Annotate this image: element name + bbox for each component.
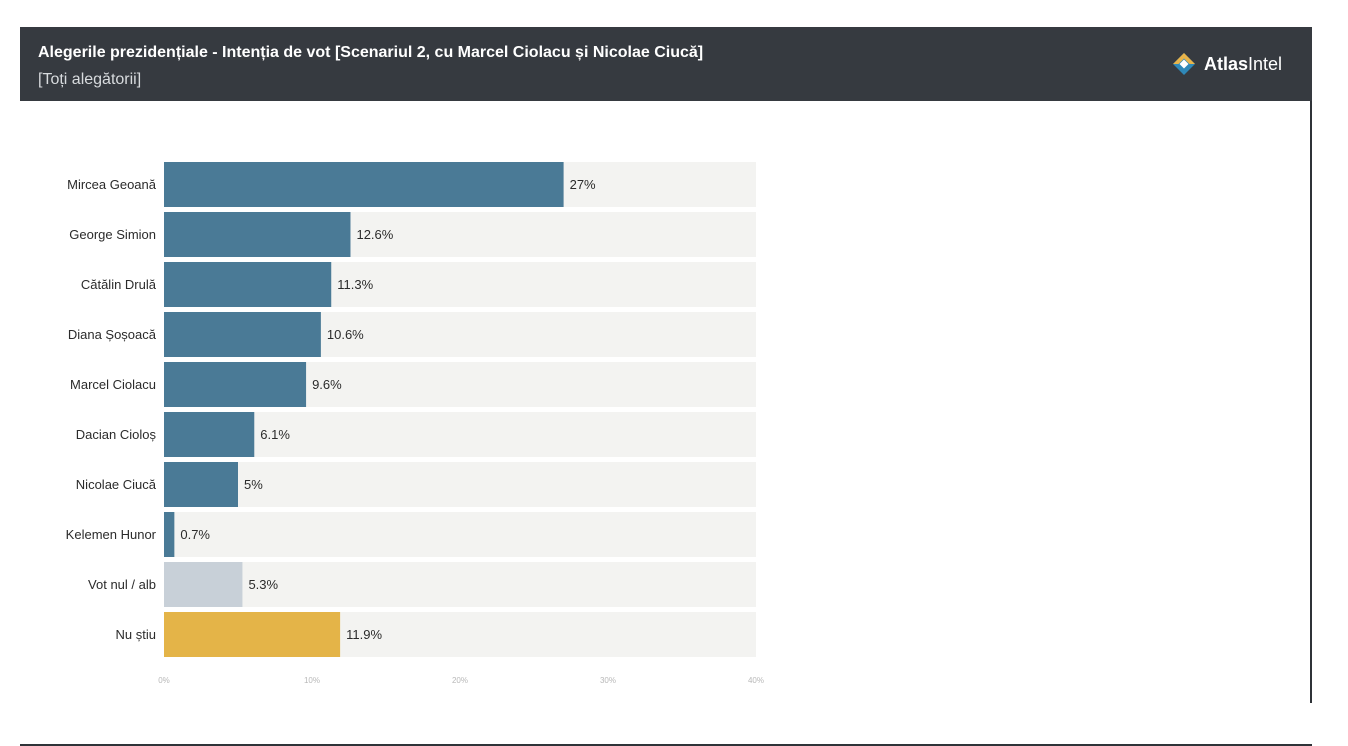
chart-title: Alegerile prezidențiale - Intenția de vo… (38, 44, 704, 61)
category-label: Nu știu (116, 627, 156, 642)
x-tick-label: 30% (600, 676, 616, 685)
data-label: 11.9% (346, 627, 382, 642)
x-tick-label: 10% (304, 676, 320, 685)
category-label: Diana Șoșoacă (68, 327, 157, 342)
bar (164, 362, 307, 407)
bar-track (164, 462, 756, 507)
data-label: 5.3% (248, 577, 278, 592)
bar (164, 512, 175, 557)
category-label: Vot nul / alb (88, 577, 156, 592)
atlasintel-logo-icon (1172, 53, 1195, 75)
bar (164, 612, 341, 657)
data-label: 10.6% (327, 327, 364, 342)
brand-logo: AtlasIntel (1172, 52, 1282, 76)
bar (164, 562, 243, 607)
brand-name-bold: Atlas (1203, 53, 1248, 74)
bar (164, 412, 255, 457)
x-tick-label: 20% (452, 676, 468, 685)
data-label: 9.6% (312, 377, 342, 392)
data-label: 6.1% (260, 427, 290, 442)
bar (164, 262, 332, 307)
data-label: 27% (570, 177, 596, 192)
x-tick-label: 40% (748, 676, 764, 685)
category-label: Dacian Cioloș (76, 427, 157, 442)
chart-subtitle: [Toți alegătorii] (38, 71, 142, 88)
category-label: George Simion (69, 227, 156, 242)
category-label: Cătălin Drulă (81, 277, 157, 292)
bar-track (164, 412, 756, 457)
bar (164, 212, 351, 257)
bar-track (164, 512, 756, 557)
data-label: 11.3% (337, 277, 373, 292)
bar-track (164, 562, 756, 607)
category-label: Nicolae Ciucă (76, 477, 157, 492)
chart-header: Alegerile prezidențiale - Intenția de vo… (20, 27, 1312, 101)
brand-name-regular: Intel (1247, 53, 1282, 74)
bottom-divider (20, 744, 1312, 746)
data-label: 12.6% (356, 227, 393, 242)
data-label: 5% (244, 477, 263, 492)
bar (164, 462, 238, 507)
category-label: Kelemen Hunor (66, 527, 157, 542)
bar (164, 312, 321, 357)
brand-name: AtlasIntel (1204, 54, 1282, 75)
category-label: Mircea Geoană (67, 177, 157, 192)
bar (164, 162, 564, 207)
data-label: 0.7% (180, 527, 210, 542)
x-tick-label: 0% (158, 676, 170, 685)
category-label: Marcel Ciolacu (70, 377, 156, 392)
